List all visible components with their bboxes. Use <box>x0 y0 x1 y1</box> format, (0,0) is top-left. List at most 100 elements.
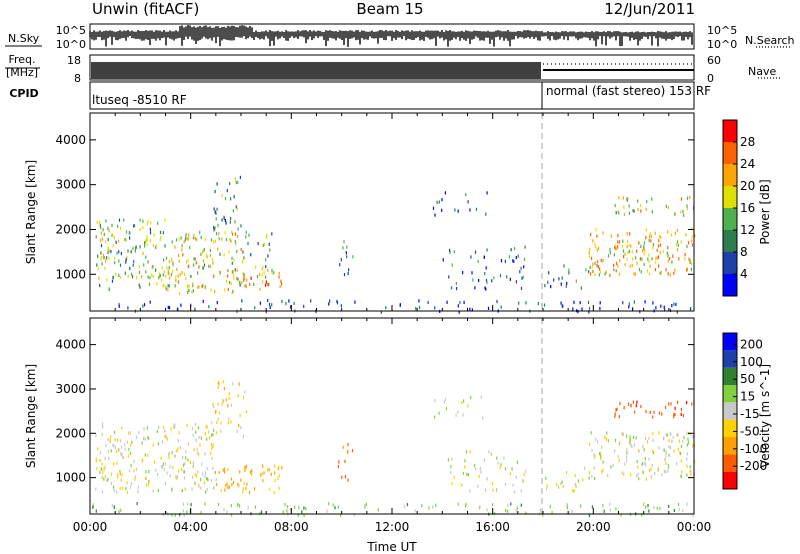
data-pixel <box>195 237 197 241</box>
data-pixel <box>645 505 647 509</box>
data-pixel <box>146 234 148 239</box>
data-pixel <box>211 433 213 437</box>
data-pixel <box>628 302 630 306</box>
data-pixel <box>676 228 678 232</box>
data-pixel <box>136 275 138 280</box>
data-pixel <box>635 436 637 440</box>
data-pixel <box>690 469 692 473</box>
data-pixel <box>652 431 654 436</box>
data-pixel <box>249 282 251 286</box>
data-pixel <box>573 300 575 304</box>
data-pixel <box>464 465 466 469</box>
data-pixel <box>204 502 206 506</box>
data-pixel <box>547 280 549 284</box>
data-pixel <box>262 265 264 269</box>
data-pixel <box>342 246 344 250</box>
data-pixel <box>215 478 217 482</box>
data-pixel <box>132 246 134 251</box>
data-pixel <box>200 486 202 490</box>
data-pixel <box>488 450 490 454</box>
data-pixel <box>487 306 490 310</box>
data-pixel <box>116 461 118 465</box>
data-pixel <box>173 425 175 429</box>
data-pixel <box>179 445 181 450</box>
data-pixel <box>138 431 140 435</box>
data-pixel <box>192 433 194 437</box>
data-pixel <box>242 487 244 491</box>
data-pixel <box>280 279 282 283</box>
data-pixel <box>184 238 186 242</box>
data-pixel <box>454 208 456 212</box>
data-pixel <box>278 486 280 490</box>
data-pixel <box>203 481 206 485</box>
data-pixel <box>645 410 647 414</box>
data-pixel <box>676 248 679 252</box>
data-pixel <box>667 254 669 258</box>
data-pixel <box>265 310 267 314</box>
data-pixel <box>180 236 182 240</box>
data-pixel <box>599 270 601 274</box>
data-pixel <box>135 435 138 439</box>
colorbar-tick-label: -15 <box>740 407 760 421</box>
data-pixel <box>230 216 232 221</box>
data-pixel <box>660 235 662 239</box>
data-pixel <box>602 504 604 508</box>
data-pixel <box>351 449 354 453</box>
data-pixel <box>516 460 518 464</box>
data-pixel <box>244 390 246 394</box>
data-pixel <box>592 269 594 274</box>
colorbar-swatch <box>723 252 737 274</box>
data-pixel <box>129 469 131 473</box>
data-pixel <box>516 506 518 510</box>
data-pixel <box>167 284 169 288</box>
data-pixel <box>232 289 234 293</box>
velocity-colorbar-label-text: Velocity [m s^-1] <box>758 364 772 468</box>
data-pixel <box>212 443 214 447</box>
data-pixel <box>187 502 189 506</box>
data-pixel <box>485 266 487 270</box>
data-pixel <box>188 288 190 292</box>
cpid-label: CPID <box>9 87 38 100</box>
data-pixel <box>667 205 669 210</box>
data-pixel <box>168 456 170 460</box>
data-pixel <box>432 206 435 210</box>
data-pixel <box>631 250 633 254</box>
data-pixel <box>120 445 123 449</box>
data-pixel <box>196 451 198 455</box>
data-pixel <box>218 237 220 241</box>
data-pixel <box>261 273 263 277</box>
data-pixel <box>627 402 630 406</box>
data-pixel <box>148 479 150 484</box>
colorbar-swatch <box>723 385 737 403</box>
data-pixel <box>142 458 144 462</box>
data-pixel <box>684 257 686 261</box>
data-pixel <box>674 231 676 235</box>
data-pixel <box>689 195 691 200</box>
data-pixel <box>665 461 667 465</box>
data-pixel <box>254 306 256 310</box>
y-tick-label: 1000 <box>55 267 86 281</box>
data-pixel <box>179 291 181 296</box>
data-pixel <box>694 234 696 238</box>
data-pixel <box>166 436 168 440</box>
data-pixel <box>157 221 159 225</box>
data-pixel <box>187 258 189 262</box>
data-pixel <box>215 431 217 435</box>
data-pixel <box>520 489 522 493</box>
data-pixel <box>203 249 205 253</box>
data-pixel <box>626 245 628 249</box>
data-pixel <box>193 257 195 261</box>
data-pixel <box>235 242 237 246</box>
data-pixel <box>614 246 616 250</box>
data-pixel <box>119 275 121 279</box>
data-pixel <box>597 246 600 250</box>
data-pixel <box>158 276 160 280</box>
y-tick-label: 4000 <box>55 338 86 352</box>
data-pixel <box>652 243 655 247</box>
data-pixel <box>676 240 679 244</box>
data-pixel <box>218 232 220 236</box>
data-pixel <box>589 265 591 269</box>
data-pixel <box>267 468 269 472</box>
data-pixel <box>456 287 458 291</box>
data-pixel <box>617 455 619 459</box>
